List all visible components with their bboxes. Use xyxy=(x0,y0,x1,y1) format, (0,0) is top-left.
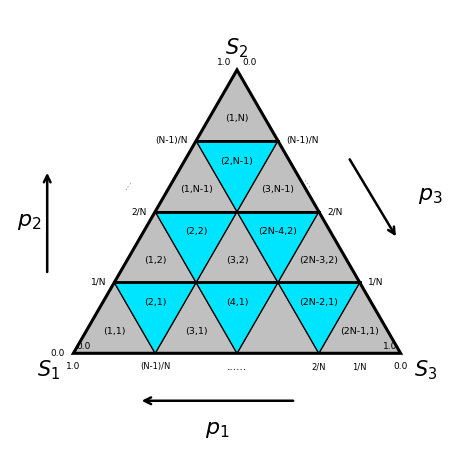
Text: 1.0: 1.0 xyxy=(383,341,397,351)
Polygon shape xyxy=(73,283,155,353)
Polygon shape xyxy=(319,283,401,353)
Text: (1,N): (1,N) xyxy=(225,114,249,123)
Text: (3,2): (3,2) xyxy=(226,256,248,265)
Text: 2/N: 2/N xyxy=(132,207,147,216)
Text: $S_1$: $S_1$ xyxy=(37,358,60,382)
Polygon shape xyxy=(155,211,237,283)
Text: (1,N-1): (1,N-1) xyxy=(180,185,212,194)
Polygon shape xyxy=(278,283,360,353)
Text: (1,2): (1,2) xyxy=(144,256,166,265)
Text: 2/N: 2/N xyxy=(311,363,326,372)
Text: $p_3$: $p_3$ xyxy=(418,186,442,206)
Text: 1/N: 1/N xyxy=(368,278,383,287)
Text: $p_1$: $p_1$ xyxy=(205,421,229,440)
Polygon shape xyxy=(196,283,278,353)
Polygon shape xyxy=(155,141,237,211)
Text: 1/N: 1/N xyxy=(91,278,106,287)
Polygon shape xyxy=(114,283,196,353)
Polygon shape xyxy=(196,141,278,211)
Text: 0.0: 0.0 xyxy=(242,58,256,67)
Text: 1.0: 1.0 xyxy=(66,363,81,372)
Text: 1.0: 1.0 xyxy=(217,58,231,67)
Text: 1/N: 1/N xyxy=(353,363,367,372)
Text: $S_3$: $S_3$ xyxy=(414,358,437,382)
Text: (N-1)/N: (N-1)/N xyxy=(286,136,319,145)
Polygon shape xyxy=(237,283,319,353)
Polygon shape xyxy=(237,211,319,283)
Text: ...: ... xyxy=(300,175,318,192)
Text: 0.0: 0.0 xyxy=(51,349,65,358)
Text: (3,N-1): (3,N-1) xyxy=(261,185,294,194)
Polygon shape xyxy=(155,283,237,353)
Text: (2,2): (2,2) xyxy=(185,227,207,236)
Text: (4,1): (4,1) xyxy=(226,298,248,307)
Text: (2N-3,2): (2N-3,2) xyxy=(299,256,338,265)
Text: (2N-4,2): (2N-4,2) xyxy=(258,227,297,236)
Text: 0.0: 0.0 xyxy=(393,363,408,372)
Text: $p_2$: $p_2$ xyxy=(17,212,41,232)
Text: (N-1)/N: (N-1)/N xyxy=(140,363,170,372)
Text: 0.0: 0.0 xyxy=(77,341,91,351)
Text: (2,N-1): (2,N-1) xyxy=(220,156,254,166)
Text: (2N-2,1): (2N-2,1) xyxy=(300,298,338,307)
Text: ...: ... xyxy=(117,175,135,192)
Polygon shape xyxy=(237,141,319,211)
Text: 2/N: 2/N xyxy=(327,207,342,216)
Text: (1,1): (1,1) xyxy=(103,327,126,336)
Polygon shape xyxy=(196,211,278,283)
Text: (2N-1,1): (2N-1,1) xyxy=(340,327,379,336)
Polygon shape xyxy=(196,70,278,141)
Text: ......: ...... xyxy=(227,363,247,373)
Polygon shape xyxy=(278,211,360,283)
Polygon shape xyxy=(114,211,196,283)
Text: (N-1)/N: (N-1)/N xyxy=(155,136,188,145)
Text: $S_2$: $S_2$ xyxy=(226,36,248,60)
Text: (3,1): (3,1) xyxy=(185,327,208,336)
Text: (2,1): (2,1) xyxy=(144,298,166,307)
